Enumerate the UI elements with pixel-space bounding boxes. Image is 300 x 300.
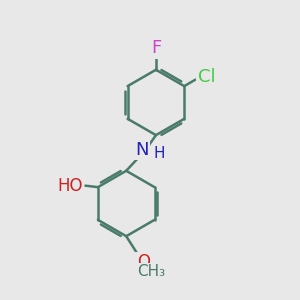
Text: Cl: Cl: [198, 68, 215, 85]
Text: CH₃: CH₃: [137, 264, 166, 279]
Text: HO: HO: [57, 177, 82, 195]
Text: N: N: [135, 141, 149, 159]
Text: H: H: [153, 146, 165, 161]
Text: O: O: [137, 253, 150, 271]
Text: F: F: [151, 39, 161, 57]
